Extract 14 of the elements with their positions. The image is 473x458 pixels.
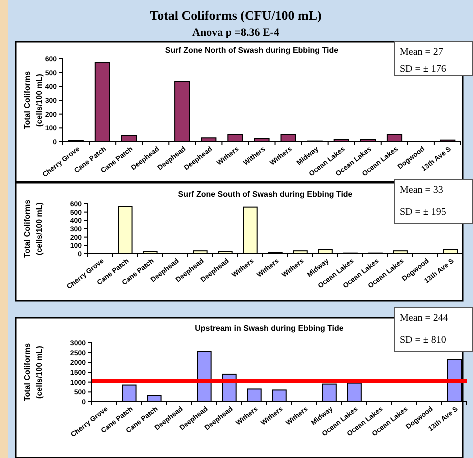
- y-axis-title: Total Coliforms (cells/100 mL): [23, 70, 44, 130]
- text: Mean = 33: [400, 185, 444, 196]
- text: Mean = 244: [400, 313, 448, 324]
- text: Mean = 27: [400, 47, 444, 58]
- text: Anova p =8.36 E-4: [192, 27, 280, 39]
- y-axis-title: Total Coliforms (cells/100 mL): [23, 342, 44, 402]
- chart-title: Surf Zone South of Swash during Ebbing Tide: [178, 190, 354, 199]
- annotation: SD = ± 176: [400, 64, 446, 75]
- chart-title: Surf Zone North of Swash during Ebbing Tide: [165, 46, 340, 55]
- annotation: SD = ± 810: [400, 335, 446, 346]
- chart-title: Upstream in Swash during Ebbing Tide: [195, 324, 344, 333]
- text: Total Coliforms (CFU/100 mL): [150, 8, 322, 23]
- y-axis-title: Total Coliforms (cells/100 mL): [23, 199, 44, 258]
- annotation: SD = ± 195: [400, 207, 446, 218]
